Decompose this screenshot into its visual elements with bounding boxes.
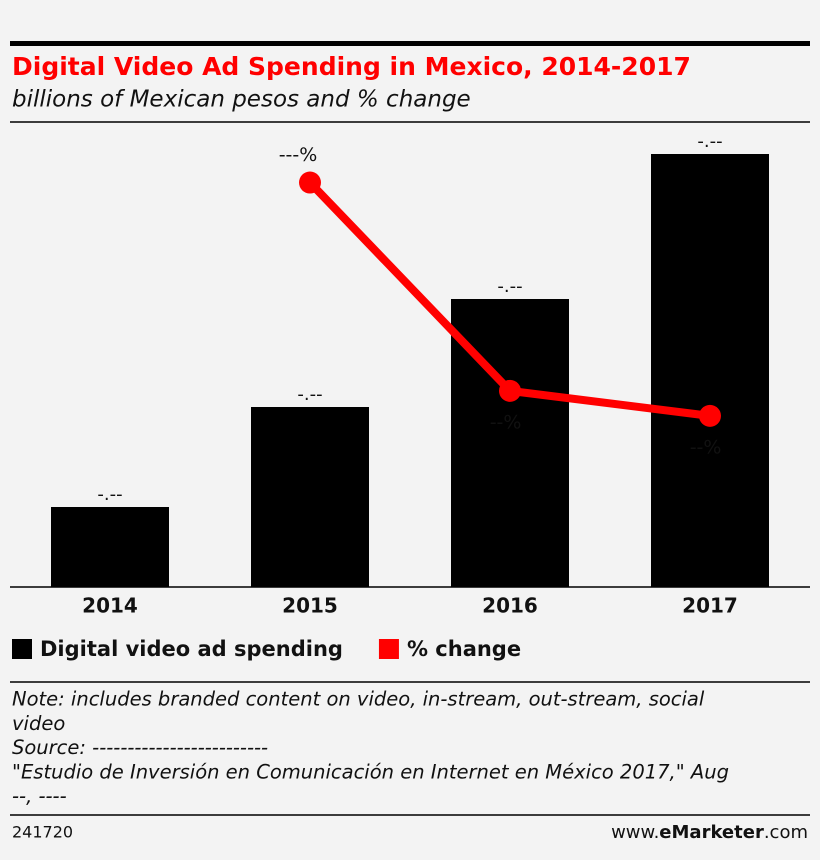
bar [651, 154, 769, 587]
legend-swatch [12, 639, 32, 659]
site-brand: eMarketer [659, 822, 764, 843]
site-prefix: www. [611, 822, 659, 843]
note-line: Source: ------------------------- [12, 736, 268, 759]
value-label: --% [490, 411, 522, 433]
line-point [699, 404, 721, 427]
note-line: Note: includes branded content on video,… [12, 688, 705, 711]
value-label: -.-- [497, 276, 522, 297]
top-rule [10, 41, 810, 46]
value-label: -.-- [697, 131, 722, 152]
legend-swatch [378, 639, 399, 659]
x-tick-label: 2014 [82, 594, 138, 618]
chart-title: Digital Video Ad Spending in Mexico, 201… [12, 52, 691, 81]
site-suffix: .com [764, 822, 808, 843]
legend-label: Digital video ad spending [40, 637, 343, 661]
x-tick-label: 2015 [282, 594, 338, 618]
note-line: video [12, 712, 65, 735]
value-label: ---% [279, 144, 318, 166]
bar [251, 407, 369, 587]
x-tick-label: 2016 [482, 594, 538, 618]
note-line: "Estudio de Inversión en Comunicación en… [12, 760, 729, 783]
value-label: --% [690, 436, 722, 458]
chart-subtitle: billions of Mexican pesos and % change [12, 87, 471, 113]
line-point [299, 171, 321, 194]
x-tick-label: 2017 [682, 594, 738, 618]
note-line: --, ---- [12, 785, 67, 808]
chart-id: 241720 [12, 823, 73, 842]
value-label: -.-- [297, 384, 322, 405]
line-point [499, 379, 521, 402]
source-site: www.eMarketer.com [611, 822, 808, 843]
legend-label: % change [407, 637, 521, 661]
value-label: -.-- [97, 484, 122, 505]
bar [51, 507, 169, 587]
